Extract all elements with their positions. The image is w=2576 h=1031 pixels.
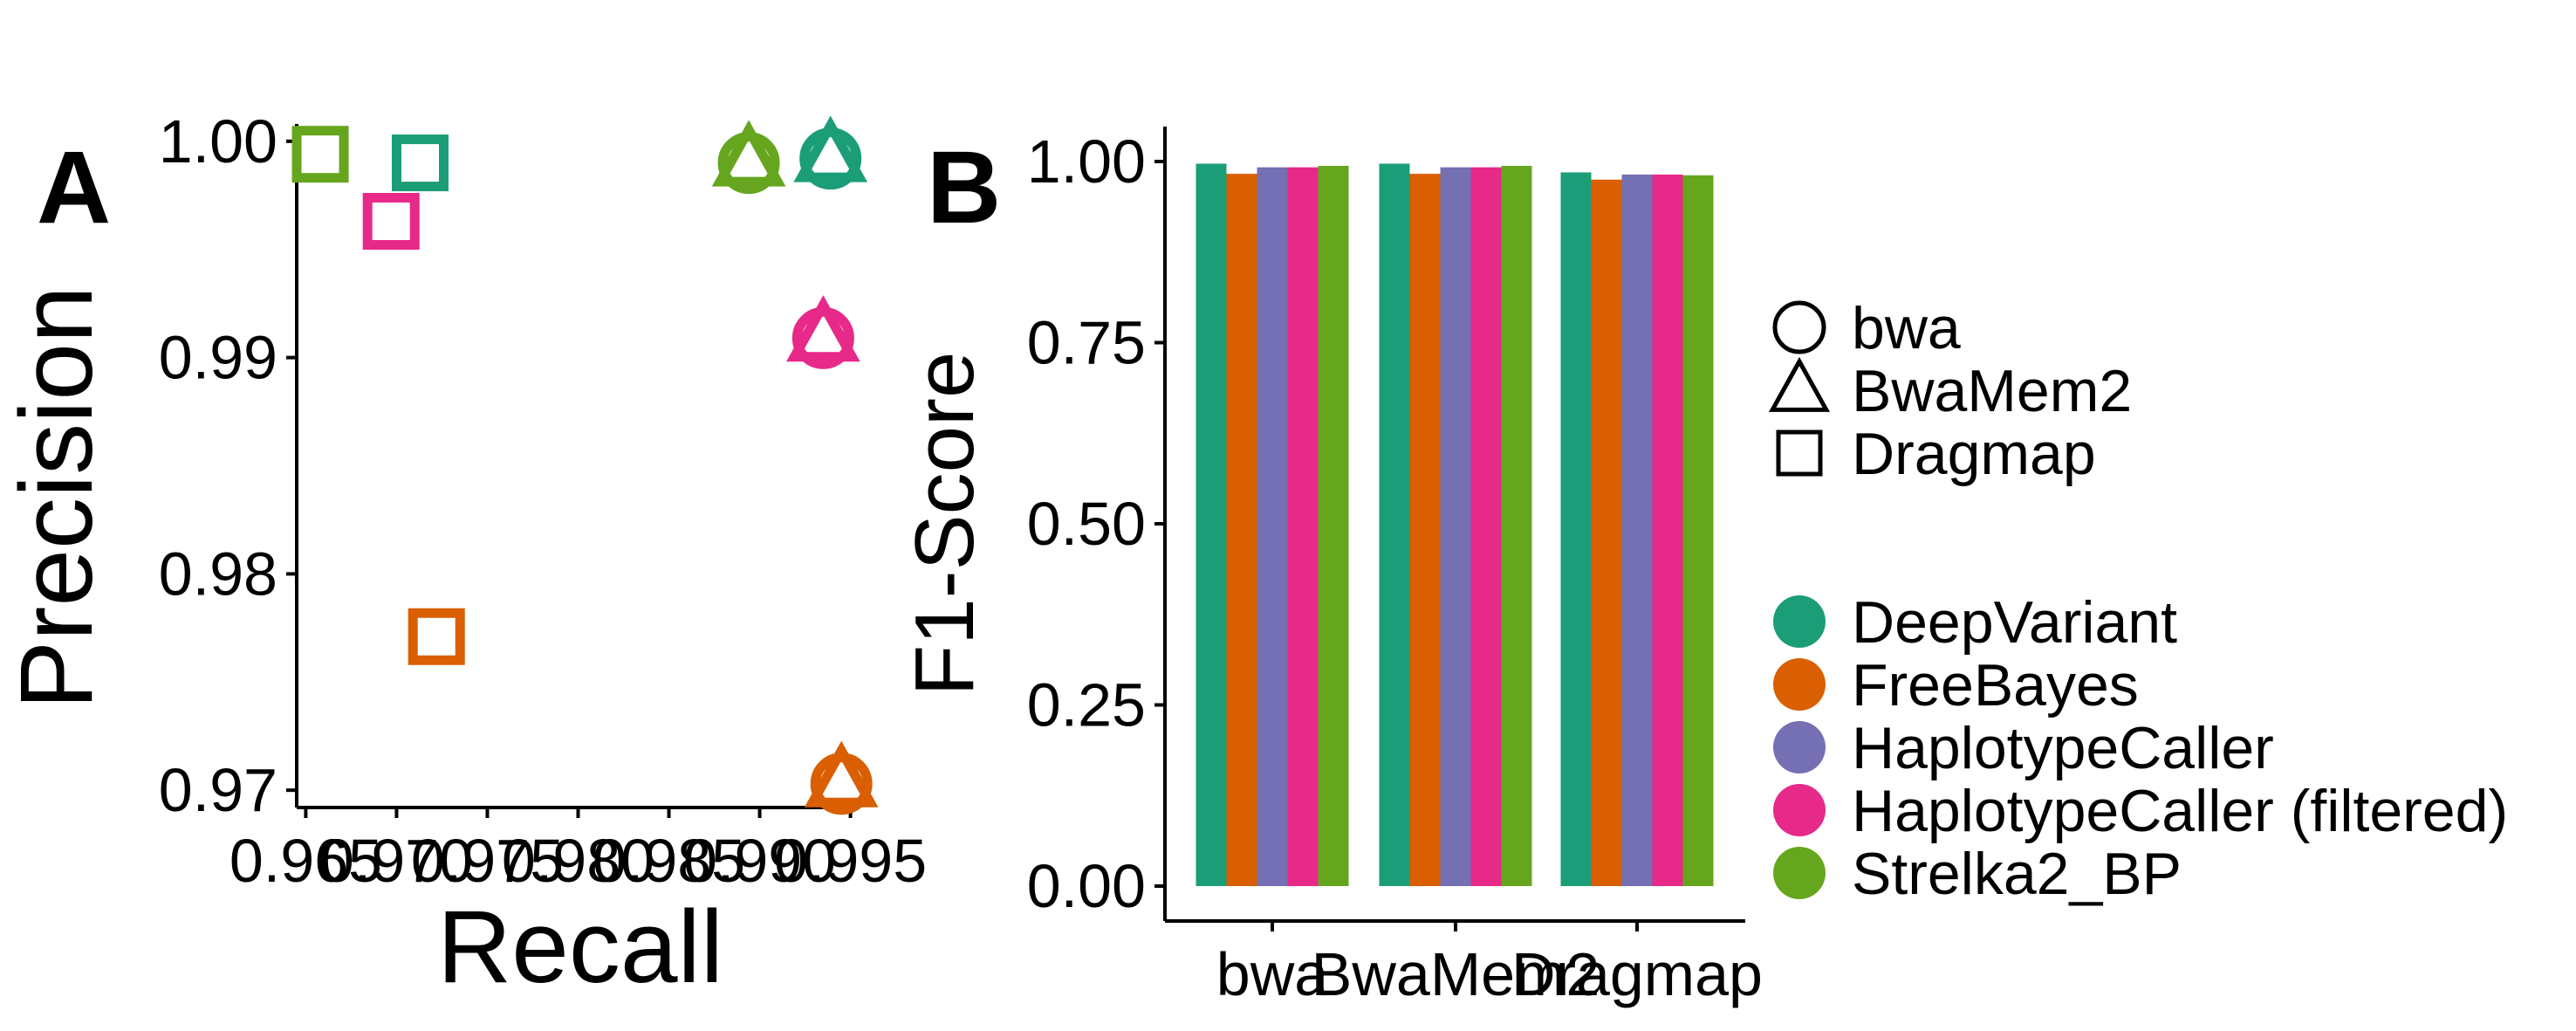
panel-a-point-bwa (810, 753, 873, 815)
panel-a-point-dragmap (291, 126, 349, 183)
legend-caller-swatch (1773, 721, 1826, 773)
panel-b-y-tick-label: 1.00 (1027, 127, 1146, 196)
bar-bwamem2-haplotypecaller (1440, 167, 1471, 886)
panel-b-y-tick-label: 0.25 (1027, 671, 1146, 739)
panel-a-y-ticks: 0.97 0.98 0.99 1.00 (159, 107, 297, 824)
panel-b-y-axis-title: F1-Score (898, 352, 991, 697)
bar-bwamem2-haplotypecaller-filtered (1470, 167, 1502, 886)
panel-b-y-tick-label: 0.50 (1027, 490, 1146, 558)
panel-b: B F1-Score 0.00 0.25 0.50 0.75 1.00 bwaBwaMe… (898, 127, 1763, 1008)
panel-a-points (291, 115, 879, 815)
bar-bwa-deepvariant (1196, 163, 1227, 887)
panel-a-y-tick-label: 1.00 (159, 107, 277, 175)
legend-aligner-label: Dragmap (1852, 421, 2096, 487)
panel-a-point-bwa (799, 127, 862, 190)
panel-a-x-tick-label: 0.995 (774, 827, 927, 895)
bar-dragmap-haplotypecaller (1621, 174, 1653, 886)
bar-dragmap-deepvariant (1560, 172, 1592, 886)
panel-a-y-tick-label: 0.98 (159, 540, 277, 608)
legend-caller-swatch (1773, 595, 1826, 648)
panel-a-x-tick-label: 0.975 (411, 827, 564, 895)
panel-a-x-tick-label: 0.965 (230, 827, 382, 895)
legend-aligner-label: bwa (1852, 295, 1961, 361)
bar-bwa-haplotypecaller-filtered (1287, 167, 1319, 886)
bar-bwa-freebayes (1226, 174, 1257, 887)
bar-dragmap-haplotypecaller-filtered (1652, 174, 1683, 886)
panel-a-x-axis-title: Recall (437, 890, 723, 1005)
panel-b-y-tick-label: 0.00 (1027, 852, 1146, 920)
panel-a-point-bwamem2 (711, 120, 786, 187)
panel-a-y-axis-title: Precision (0, 285, 114, 709)
panel-a-point-bwa (791, 306, 854, 369)
bar-dragmap-freebayes (1591, 179, 1622, 886)
triangle-icon (1768, 356, 1831, 412)
panel-a-tag: A (37, 130, 111, 245)
bar-dragmap-strelka2-bp (1682, 175, 1714, 886)
legend-caller-swatch (1773, 784, 1826, 836)
panel-b-x-tick-label: BwaMem2 (1312, 940, 1600, 1008)
panel-a-point-dragmap (362, 193, 420, 251)
panel-a-point-bwamem2 (793, 115, 868, 182)
panel-b-y-tick-label: 0.75 (1027, 309, 1146, 377)
panel-b-x-tick-label: bwa (1216, 940, 1328, 1008)
legend-caller: DeepVariantFreeBayesHaplotypeCallerHaplo… (1773, 589, 2508, 907)
panel-a-x-tick-label: 0.990 (683, 827, 836, 895)
legend-caller-label: Strelka2_BP (1852, 841, 2182, 907)
panel-a-x-tick-label: 0.970 (320, 827, 473, 895)
panel-a-x-tick-label: 0.985 (593, 827, 745, 895)
bar-bwa-haplotypecaller (1257, 167, 1288, 886)
panel-b-tag: B (927, 130, 1001, 245)
panel-a: A Precision Recall 0.97 0.98 0.99 1.00 0.96… (0, 107, 927, 1005)
panel-a-x-tick-label: 0.980 (502, 827, 654, 895)
bar-bwamem2-deepvariant (1379, 163, 1410, 887)
bar-bwa-strelka2-bp (1318, 165, 1349, 887)
circle-icon (1772, 300, 1826, 354)
panel-b-bars (1196, 163, 1714, 887)
panel-a-point-dragmap (408, 608, 465, 665)
panel-b-x-tick-label: Dragmap (1511, 940, 1763, 1008)
panel-b-y-ticks: 0.00 0.25 0.50 0.75 1.00 (1027, 127, 1165, 920)
panel-a-point-bwamem2 (786, 295, 860, 362)
panel-a-point-bwa (717, 132, 780, 195)
bar-bwamem2-freebayes (1409, 174, 1441, 887)
legend-caller-label: FreeBayes (1852, 652, 2139, 718)
legend-caller-label: HaplotypeCaller (filtered) (1852, 778, 2508, 844)
panel-a-point-dragmap (391, 134, 449, 192)
legend-caller-swatch (1773, 658, 1826, 711)
legend-caller-swatch (1773, 847, 1826, 899)
bar-bwamem2-strelka2-bp (1501, 165, 1532, 887)
panel-a-y-tick-label: 0.97 (159, 756, 277, 824)
legend-caller-label: DeepVariant (1852, 589, 2177, 656)
panel-a-y-tick-label: 0.99 (159, 324, 277, 392)
square-icon (1776, 430, 1823, 477)
panel-a-point-bwamem2 (804, 740, 879, 808)
legend-aligner-label: BwaMem2 (1852, 358, 2132, 424)
legend-caller-label: HaplotypeCaller (1852, 715, 2274, 781)
